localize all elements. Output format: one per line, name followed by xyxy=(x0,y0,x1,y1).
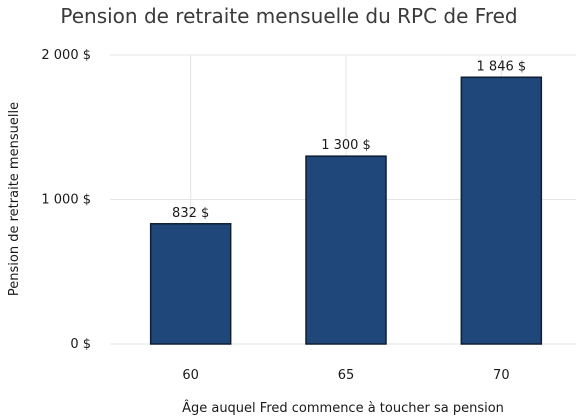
bar-60 xyxy=(149,223,232,345)
y-axis-title: Pension de retraite mensuelle xyxy=(7,102,22,296)
data-labels: 832 $ 1 300 $ 1 846 $ xyxy=(172,59,526,221)
data-label-65: 1 300 $ xyxy=(321,138,371,153)
y-tick-label: 0 $ xyxy=(70,337,91,352)
y-tick-labels: 0 $ 1 000 $ 2 000 $ xyxy=(41,48,91,352)
y-tick-label: 2 000 $ xyxy=(41,48,91,63)
bars xyxy=(149,76,543,345)
chart-title: Pension de retraite mensuelle du RPC de … xyxy=(60,4,517,28)
bar-65 xyxy=(305,155,387,345)
x-tick-label-60: 60 xyxy=(182,368,199,383)
data-label-70: 1 846 $ xyxy=(477,59,527,74)
x-tick-labels: 60 65 70 xyxy=(182,368,509,383)
bar-70 xyxy=(460,76,543,345)
y-tick-label: 1 000 $ xyxy=(41,193,91,208)
data-label-60: 832 $ xyxy=(172,206,209,221)
x-tick-label-65: 65 xyxy=(338,368,355,383)
x-tick-label-70: 70 xyxy=(493,368,510,383)
x-axis-title: Âge auquel Fred commence à toucher sa pe… xyxy=(182,400,504,416)
